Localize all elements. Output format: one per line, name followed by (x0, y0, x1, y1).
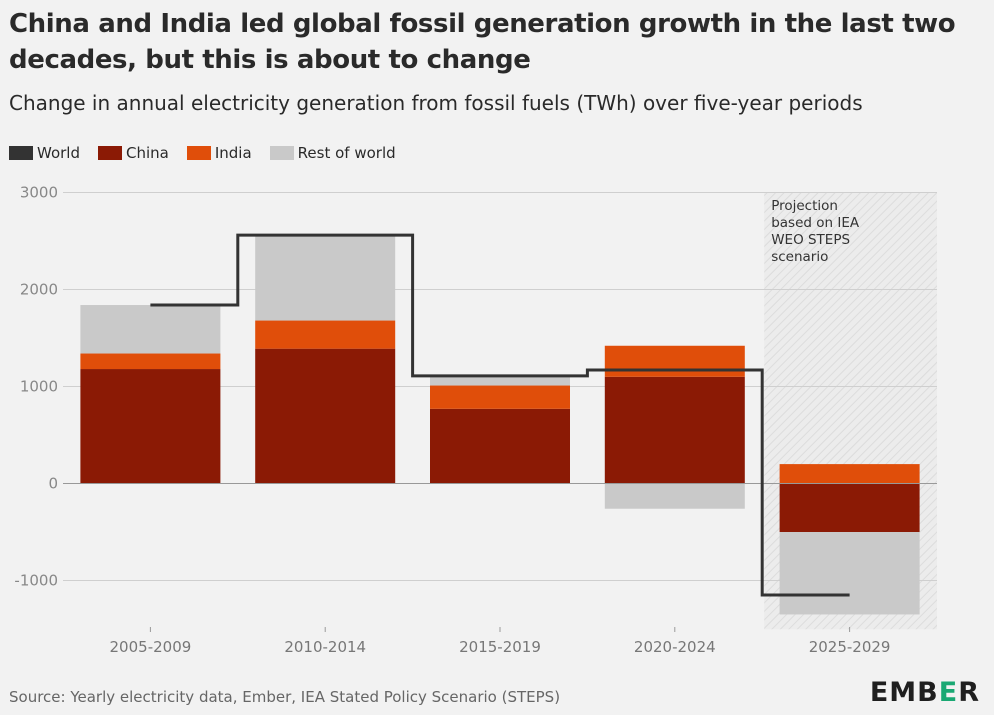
ember-logo: EMBER (870, 677, 980, 708)
projection-note-line: WEO STEPS (771, 232, 850, 248)
bar-china-2005-2009 (80, 369, 221, 484)
bar-india-2010-2014 (255, 320, 396, 349)
bar-rest-of-world-2005-2009 (80, 305, 221, 354)
logo-text-start: EMB (869, 677, 939, 708)
bar-china-2015-2019 (430, 408, 570, 484)
legend-label-india: India (214, 144, 252, 162)
y-tick-label: -1000 (14, 572, 58, 590)
chart-subtitle: Change in annual electricity generation … (9, 91, 863, 115)
legend-swatch-world (9, 146, 33, 160)
legend-item-rest-of-world: Rest of world (269, 144, 396, 162)
x-tick-label: 2015-2019 (459, 638, 541, 656)
y-tick-label: 1000 (20, 378, 58, 396)
projection-note-line: based on IEA (771, 215, 860, 231)
legend-swatch-china (98, 146, 122, 160)
legend-label-china: China (126, 144, 169, 162)
stacked-bar-chart: 3000 2000 1000 0 -1000 2005-2009 2010-2014 2015… (14, 184, 937, 656)
projection-note-line: scenario (771, 249, 828, 265)
bar-china-2025-2029 (779, 483, 920, 532)
legend-item-world: World (9, 144, 80, 162)
bar-india-2015-2019 (430, 385, 570, 409)
logo-text-accent: E (938, 677, 959, 708)
legend: World China India Rest of world (9, 143, 414, 163)
legend-item-china: China (98, 144, 169, 162)
bar-india-2020-2024 (604, 345, 745, 377)
y-tick-label: 2000 (20, 281, 58, 299)
legend-swatch-rest-of-world (269, 146, 294, 160)
bar-india-2025-2029 (779, 464, 920, 484)
bar-india-2005-2009 (80, 353, 221, 370)
bar-china-2010-2014 (255, 348, 396, 484)
bar-rest-of-world-2015-2019 (430, 375, 570, 386)
logo-text-end: R (958, 677, 980, 708)
bar-china-2020-2024 (604, 376, 745, 484)
bar-rest-of-world-2025-2029 (779, 532, 920, 615)
legend-label-world: World (37, 144, 80, 162)
y-tick-label: 3000 (20, 184, 58, 202)
world-step-line (150, 233, 850, 597)
x-tick-label: 2020-2024 (634, 638, 716, 656)
legend-label-rest-of-world: Rest of world (297, 144, 396, 162)
bar-rest-of-world-2020-2024 (604, 483, 745, 509)
projection-note-line: Projection (771, 198, 838, 214)
y-tick-label: 0 (48, 475, 58, 493)
source-note: Source: Yearly electricity data, Ember, … (9, 688, 561, 706)
x-tick-label: 2005-2009 (110, 638, 192, 656)
legend-swatch-india (186, 146, 211, 160)
bar-rest-of-world-2010-2014 (255, 235, 396, 321)
legend-item-india: India (186, 144, 252, 162)
x-tick-label: 2025-2029 (809, 638, 891, 656)
chart-title: China and India led global fossil genera… (9, 9, 956, 75)
x-tick-label: 2010-2014 (284, 638, 366, 656)
